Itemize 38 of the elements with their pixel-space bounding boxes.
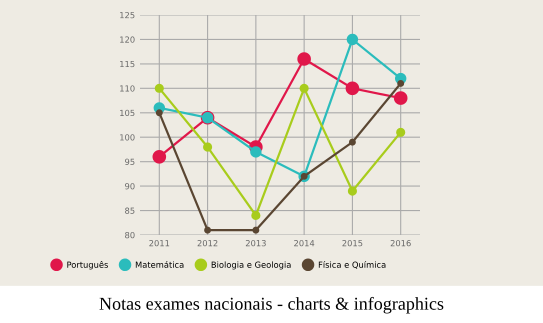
point: [250, 146, 262, 158]
point: [396, 128, 406, 137]
y-tick-label: 90: [125, 183, 135, 190]
text: Notas exames nacionais - charts & infographics: [100, 296, 444, 314]
y-tick-label: 95: [125, 158, 134, 165]
point: [346, 82, 360, 96]
y-tick-label: 100: [120, 134, 135, 141]
x-tick-label: 2011: [149, 240, 170, 246]
point: [152, 150, 166, 164]
point: [203, 142, 212, 152]
point: [156, 109, 163, 116]
point: [348, 186, 357, 196]
y-tick-label: 85: [125, 208, 134, 214]
point: [300, 84, 309, 93]
point: [394, 91, 408, 105]
point: [204, 226, 212, 234]
x-tick-label: 2016: [390, 240, 411, 246]
y-tick-label: 115: [120, 60, 134, 68]
legend-label: Física e Química: [318, 261, 386, 269]
point: [397, 80, 404, 87]
x-tick-label: 2013: [246, 240, 266, 246]
point: [348, 138, 356, 146]
y-tick-label: 110: [120, 85, 135, 92]
point: [297, 52, 311, 66]
y-tick-label: 105: [120, 110, 134, 116]
legend-label: Matemática: [136, 261, 184, 268]
y-tick-label: 120: [120, 36, 135, 43]
legend-label: Português: [67, 261, 108, 270]
legend-label: Biologia e Geologia: [212, 261, 291, 270]
point: [252, 226, 260, 234]
x-tick-label: 2015: [342, 240, 362, 246]
point: [154, 84, 164, 93]
y-tick-label: 125: [120, 12, 134, 18]
point: [346, 34, 358, 46]
x-tick-label: 2012: [198, 240, 218, 246]
point: [251, 210, 260, 220]
y-tick-label: 80: [125, 232, 135, 238]
x-tick-label: 2014: [294, 240, 314, 246]
